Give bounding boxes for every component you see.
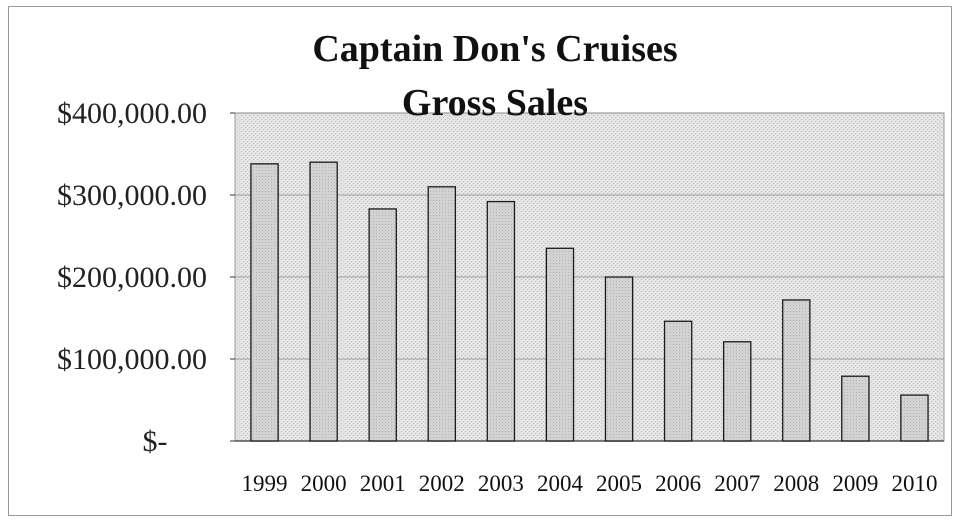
x-tick-label: 1999 [242, 471, 288, 496]
bar-chart: $- $100,000.00 $200,000.00 $300,000.00 $400,… [57, 28, 945, 496]
chart-title-line-2: Gross Sales [402, 82, 588, 124]
x-tick-label: 2009 [832, 471, 878, 496]
x-tick-label: 2004 [537, 471, 584, 496]
bar-2005 [604, 276, 634, 442]
x-tick-label: 2006 [655, 471, 701, 496]
x-axis-ticks: 1999 2000 2001 2002 2003 2004 2005 2006 2007 2008… [242, 471, 938, 496]
x-tick-label: 2001 [360, 471, 406, 496]
bar-2007 [722, 341, 752, 442]
y-axis-ticks: $- $100,000.00 $200,000.00 $300,000.00 $400,… [57, 97, 235, 458]
y-tick-label: $200,000.00 [57, 261, 207, 294]
bars [250, 161, 929, 442]
x-tick-label: 2002 [419, 471, 465, 496]
x-tick-label: 2005 [596, 471, 642, 496]
y-tick-label: $300,000.00 [57, 179, 207, 212]
y-tick-label: $400,000.00 [57, 97, 207, 130]
chart-title-line-1: Captain Don's Cruises [312, 28, 677, 70]
y-tick-label: $100,000.00 [57, 343, 207, 376]
bar-2009 [841, 375, 870, 442]
bar-2010 [900, 394, 929, 442]
bar-1999 [250, 163, 279, 442]
chart-frame: $- $100,000.00 $200,000.00 $300,000.00 $400,… [8, 6, 952, 516]
bar-2006 [663, 320, 693, 442]
x-tick-label: 2007 [714, 471, 760, 496]
bar-2000 [309, 161, 338, 442]
bar-2004 [545, 247, 575, 442]
bar-2001 [368, 208, 397, 442]
y-tick-label: $- [143, 425, 168, 458]
bar-2008 [782, 299, 811, 442]
x-tick-label: 2008 [773, 471, 819, 496]
bar-2003 [486, 200, 516, 442]
bar-2002 [427, 186, 457, 442]
x-tick-label: 2000 [301, 471, 347, 496]
gridlines [235, 112, 944, 442]
x-tick-label: 2010 [891, 471, 937, 496]
x-tick-label: 2003 [478, 471, 524, 496]
